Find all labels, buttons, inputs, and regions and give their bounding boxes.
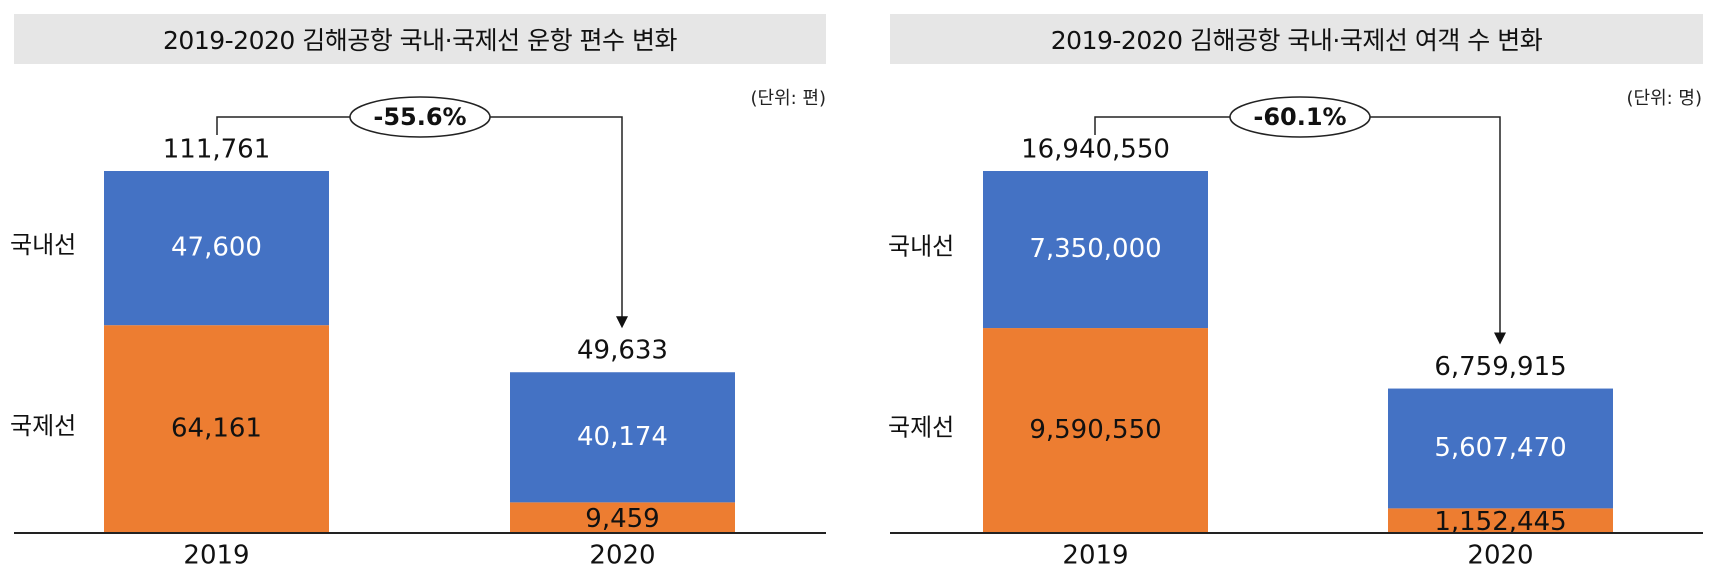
- arrow-head: [616, 316, 628, 329]
- data-label: 9,590,550: [1029, 415, 1161, 445]
- data-label: 47,600: [171, 233, 262, 263]
- chart-title: 2019-2020 김해공항 국내·국제선 여객 수 변화: [890, 14, 1703, 64]
- unit-label: (단위: 편): [750, 88, 826, 109]
- passengers-stacked-bar-chart: 9,590,5507,350,00016,940,55020191,152,44…: [888, 96, 1703, 571]
- change-bracket-left: [216, 116, 350, 135]
- bar-2019-domestic: [104, 171, 329, 326]
- data-label: 40,174: [577, 422, 668, 452]
- bar-2020-domestic: [510, 372, 735, 503]
- bar-2019-international: [983, 328, 1208, 533]
- change-percent-label: -60.1%: [1253, 103, 1346, 131]
- passengers-chart-panel: 2019-2020 김해공항 국내·국제선 여객 수 변화 (단위: 명) 9,…: [880, 0, 1716, 577]
- change-percent-label: -55.6%: [373, 103, 466, 131]
- x-tick-label: 2019: [183, 541, 249, 571]
- legend-domestic: 국내선: [10, 231, 76, 259]
- total-label: 111,761: [163, 135, 271, 165]
- data-label: 7,350,000: [1029, 234, 1161, 264]
- change-bracket-right: [1370, 116, 1501, 335]
- change-badge: [349, 96, 491, 138]
- data-label: 9,459: [585, 504, 659, 534]
- total-label: 16,940,550: [1021, 135, 1170, 165]
- flights-chart-panel: 2019-2020 김해공항 국내·국제선 운항 편수 변화 (단위: 편) 6…: [10, 14, 826, 571]
- x-tick-label: 2020: [589, 541, 655, 571]
- x-tick-label: 2019: [1062, 541, 1128, 571]
- bar-2019-domestic: [983, 171, 1208, 329]
- bar-2020-international: [1388, 508, 1613, 533]
- flights-stacked-bar-chart: 64,161 47,600 111,761 2019 9,459 40,174 49,633…: [10, 96, 826, 571]
- change-bracket-right: [490, 116, 623, 319]
- total-label: 49,633: [577, 336, 668, 366]
- x-tick-label: 2020: [1467, 541, 1533, 571]
- data-label: 5,607,470: [1434, 433, 1566, 463]
- change-badge: [1229, 96, 1371, 138]
- bar-2020-international: [510, 502, 735, 533]
- change-bracket-left: [1094, 116, 1230, 135]
- unit-label: (단위: 명): [1626, 88, 1702, 109]
- total-label: 6,759,915: [1434, 352, 1566, 382]
- arrow-head: [1494, 332, 1506, 345]
- chart-title: 2019-2020 김해공항 국내·국제선 운항 편수 변화: [14, 14, 826, 64]
- bar-2020-domestic: [1388, 388, 1613, 509]
- data-label: 64,161: [171, 414, 262, 444]
- legend-domestic: 국내선: [888, 233, 954, 261]
- legend-international: 국제선: [888, 414, 954, 442]
- bar-2019-international: [104, 325, 329, 533]
- legend-international: 국제선: [10, 412, 76, 440]
